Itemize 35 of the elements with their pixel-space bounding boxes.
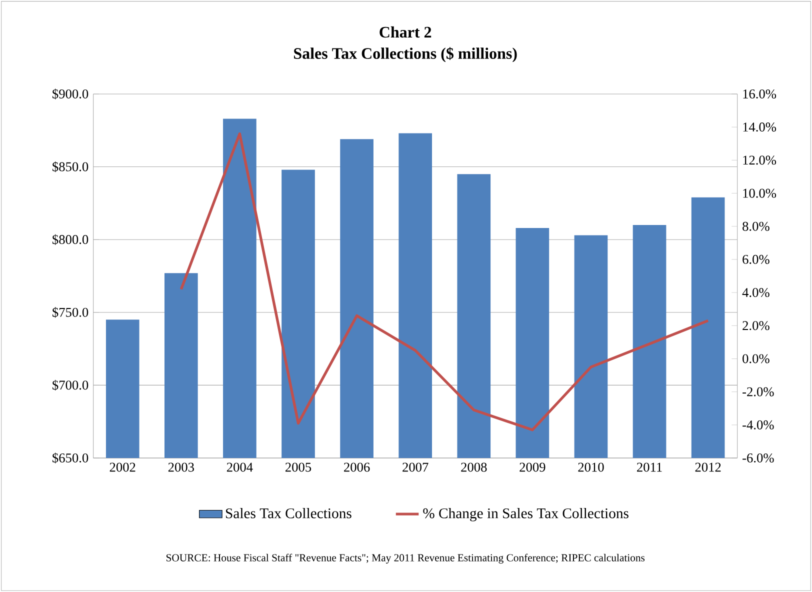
x-tick-label: 2010	[578, 462, 604, 472]
y2-tick-label: 8.0%	[742, 222, 770, 231]
y2-tick-label: 0.0%	[742, 354, 770, 364]
y-tick-label: $650.0	[52, 452, 88, 464]
legend-label: % Change in Sales Tax Collections	[423, 508, 628, 522]
x-tick-label: 2009	[520, 462, 546, 472]
y-tick-label: $900.0	[52, 88, 88, 100]
y2-tick-label: -6.0%	[742, 453, 774, 463]
x-tick-label: 2002	[110, 462, 136, 472]
y2-tick-label: 16.0%	[743, 89, 776, 99]
y2-tick-label: 10.0%	[743, 188, 776, 198]
x-tick-label: 2008	[461, 462, 487, 472]
x-tick-label: 2011	[637, 462, 662, 472]
y-tick-label: $850.0	[52, 161, 88, 172]
y2-tick-label: -2.0%	[742, 387, 774, 396]
chart-subtitle: Sales Tax Collections ($ millions)	[294, 47, 517, 62]
x-tick-label: 2003	[168, 462, 194, 472]
y2-tick-label: -4.0%	[742, 420, 774, 430]
line-series	[180, 132, 710, 432]
x-tick-label: 2004	[226, 462, 253, 472]
y-tick-label: $800.0	[52, 234, 88, 245]
y-tick-label: $750.0	[52, 307, 88, 318]
y2-tick-label: 4.0%	[742, 288, 770, 298]
legend-label: Sales Tax Collections	[226, 508, 352, 518]
x-tick-label: 2005	[286, 462, 312, 472]
chart-title: Chart 2	[380, 26, 432, 38]
y2-tick-label: 6.0%	[742, 254, 770, 264]
source-note: SOURCE: House Fiscal Staff "Revenue Facts"; May 2011 Revenue Estimating Conference; RIPEC calculations	[166, 554, 645, 564]
y-tick-label: $700.0	[52, 380, 88, 391]
y2-tick-label: 2.0%	[742, 321, 770, 330]
y2-tick-label: 12.0%	[743, 156, 776, 165]
x-tick-label: 2007	[402, 462, 428, 472]
y2-tick-label: 14.0%	[743, 122, 776, 132]
x-tick-label: 2006	[344, 462, 370, 472]
x-tick-label: 2012	[695, 462, 721, 472]
